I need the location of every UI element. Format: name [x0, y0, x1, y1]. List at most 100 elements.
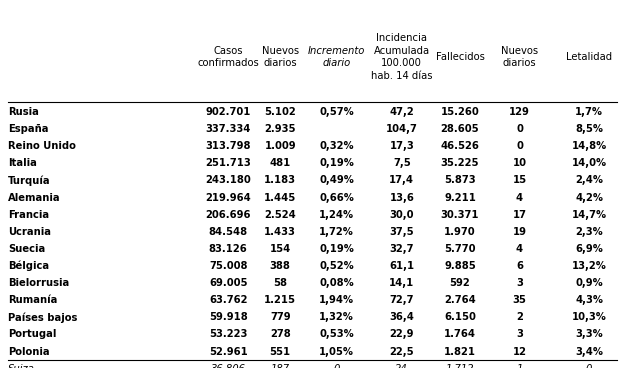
Text: 1,72%: 1,72%: [319, 227, 354, 237]
Text: 3,3%: 3,3%: [575, 329, 603, 339]
Text: 4: 4: [516, 244, 523, 254]
Text: Reino Unido: Reino Unido: [8, 141, 76, 151]
Text: 0,49%: 0,49%: [319, 176, 354, 185]
Text: Ucrania: Ucrania: [8, 227, 51, 237]
Text: 2.524: 2.524: [264, 210, 296, 220]
Text: 22,5: 22,5: [389, 347, 414, 357]
Text: 337.334: 337.334: [205, 124, 251, 134]
Text: 58: 58: [273, 278, 287, 288]
Text: 1,24%: 1,24%: [319, 210, 354, 220]
Text: Polonia: Polonia: [8, 347, 50, 357]
Text: 206.696: 206.696: [205, 210, 251, 220]
Text: Alemania: Alemania: [8, 192, 61, 202]
Text: 1,32%: 1,32%: [319, 312, 354, 322]
Text: 13,6: 13,6: [389, 192, 414, 202]
Text: 2,3%: 2,3%: [575, 227, 603, 237]
Text: 0: 0: [516, 124, 523, 134]
Text: 69.005: 69.005: [209, 278, 247, 288]
Text: 0,66%: 0,66%: [319, 192, 354, 202]
Text: 36.806: 36.806: [211, 364, 246, 368]
Text: 9.885: 9.885: [444, 261, 476, 271]
Text: 154: 154: [270, 244, 291, 254]
Text: Bielorrusia: Bielorrusia: [8, 278, 69, 288]
Text: 4,2%: 4,2%: [575, 192, 603, 202]
Text: 902.701: 902.701: [205, 107, 251, 117]
Text: 14,8%: 14,8%: [572, 141, 606, 151]
Text: 3: 3: [516, 278, 523, 288]
Text: 19: 19: [513, 227, 526, 237]
Text: 14,1: 14,1: [389, 278, 414, 288]
Text: 24: 24: [396, 364, 408, 368]
Text: 1,7%: 1,7%: [575, 107, 603, 117]
Text: 1.712: 1.712: [446, 364, 474, 368]
Text: 59.918: 59.918: [209, 312, 247, 322]
Text: 1,05%: 1,05%: [319, 347, 354, 357]
Text: 12: 12: [513, 347, 526, 357]
Text: 8,5%: 8,5%: [575, 124, 603, 134]
Text: 6,9%: 6,9%: [575, 244, 603, 254]
Text: 10: 10: [513, 158, 526, 168]
Text: 6.150: 6.150: [444, 312, 476, 322]
Text: 2.935: 2.935: [265, 124, 296, 134]
Text: 219.964: 219.964: [205, 192, 251, 202]
Text: Incremento
diario: Incremento diario: [308, 46, 365, 68]
Text: 15: 15: [513, 176, 526, 185]
Text: 1.183: 1.183: [264, 176, 296, 185]
Text: 0,9%: 0,9%: [575, 278, 603, 288]
Text: 481: 481: [270, 158, 291, 168]
Text: 1.433: 1.433: [264, 227, 296, 237]
Text: 1,94%: 1,94%: [319, 295, 354, 305]
Text: 4,3%: 4,3%: [575, 295, 603, 305]
Text: 1.764: 1.764: [444, 329, 476, 339]
Text: 5.770: 5.770: [445, 244, 476, 254]
Text: 46.526: 46.526: [441, 141, 479, 151]
Text: 2,4%: 2,4%: [575, 176, 603, 185]
Text: Portugal: Portugal: [8, 329, 56, 339]
Text: 6: 6: [516, 261, 523, 271]
Text: 313.798: 313.798: [205, 141, 251, 151]
Text: 28.605: 28.605: [441, 124, 479, 134]
Text: 251.713: 251.713: [205, 158, 251, 168]
Text: 1.821: 1.821: [444, 347, 476, 357]
Text: 15.260: 15.260: [441, 107, 479, 117]
Text: 0: 0: [516, 141, 523, 151]
Text: Bélgica: Bélgica: [8, 261, 49, 271]
Text: Nuevos
diarios: Nuevos diarios: [501, 46, 538, 68]
Text: Suecia: Suecia: [8, 244, 45, 254]
Text: Turquía: Turquía: [8, 175, 51, 186]
Text: 0: 0: [586, 364, 592, 368]
Text: 0,08%: 0,08%: [319, 278, 354, 288]
Text: 104,7: 104,7: [386, 124, 418, 134]
Text: 1.970: 1.970: [444, 227, 476, 237]
Text: 5.873: 5.873: [444, 176, 476, 185]
Text: 9.211: 9.211: [444, 192, 476, 202]
Text: 72,7: 72,7: [389, 295, 414, 305]
Text: 1.009: 1.009: [264, 141, 296, 151]
Text: 63.762: 63.762: [209, 295, 247, 305]
Text: Rusia: Rusia: [8, 107, 39, 117]
Text: 10,3%: 10,3%: [572, 312, 606, 322]
Text: 17,4: 17,4: [389, 176, 414, 185]
Text: Casos
confirmados: Casos confirmados: [197, 46, 259, 68]
Text: 0,19%: 0,19%: [319, 244, 354, 254]
Text: 47,2: 47,2: [389, 107, 414, 117]
Text: 0,32%: 0,32%: [319, 141, 354, 151]
Text: 84.548: 84.548: [208, 227, 248, 237]
Text: 4: 4: [516, 192, 523, 202]
Text: Nuevos
diarios: Nuevos diarios: [262, 46, 299, 68]
Text: 53.223: 53.223: [209, 329, 247, 339]
Text: 3: 3: [516, 329, 523, 339]
Text: 36,4: 36,4: [389, 312, 414, 322]
Text: 32,7: 32,7: [389, 244, 414, 254]
Text: 22,9: 22,9: [389, 329, 414, 339]
Text: 551: 551: [270, 347, 291, 357]
Text: España: España: [8, 124, 48, 134]
Text: 75.008: 75.008: [209, 261, 247, 271]
Text: 17: 17: [513, 210, 526, 220]
Text: 0,57%: 0,57%: [319, 107, 354, 117]
Text: 1: 1: [516, 364, 523, 368]
Text: 187: 187: [271, 364, 290, 368]
Text: Rumanía: Rumanía: [8, 295, 58, 305]
Text: Francia: Francia: [8, 210, 49, 220]
Text: 5.102: 5.102: [264, 107, 296, 117]
